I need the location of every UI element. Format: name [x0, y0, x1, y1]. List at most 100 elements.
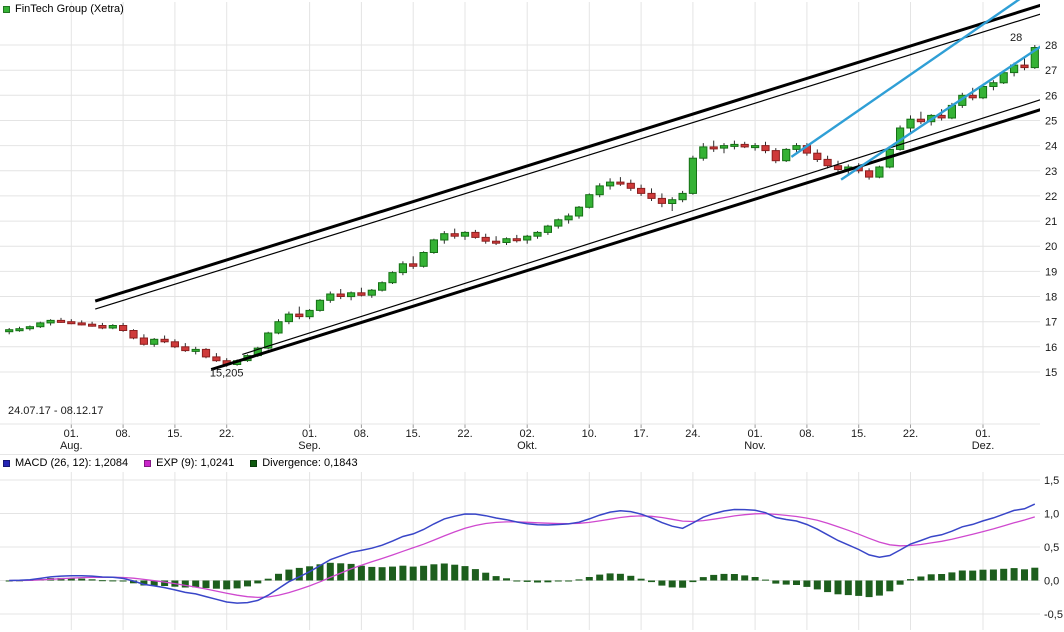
candle [67, 319, 76, 325]
candle [98, 322, 107, 330]
divergence-bar [399, 565, 407, 581]
candle [15, 326, 24, 332]
svg-text:15.: 15. [167, 428, 182, 440]
divergence-bar [420, 565, 428, 581]
candle [554, 218, 563, 229]
candle [678, 190, 687, 203]
candle [36, 321, 45, 328]
channel-upper-thin [95, 13, 1040, 310]
candle [191, 346, 200, 355]
divergence-bar [440, 563, 448, 581]
divergence-bar [150, 580, 158, 586]
divergence-bar [606, 573, 614, 581]
divergence-bar [948, 572, 956, 581]
svg-text:26: 26 [1045, 90, 1057, 102]
candle [978, 85, 988, 100]
channel-upper-thick [94, 3, 1040, 303]
candle [533, 231, 542, 239]
divergence-bar [772, 580, 780, 584]
divergence-bar [855, 580, 863, 596]
divergence-bar [648, 580, 655, 583]
chart-title: FinTech Group (Xetra) [15, 3, 124, 15]
candle [409, 256, 418, 269]
candle [388, 271, 397, 284]
divergence-bar [844, 580, 852, 596]
divergence-bar [907, 579, 914, 581]
divergence-bar [1021, 569, 1028, 581]
divergence-bar [741, 575, 749, 581]
candle [865, 168, 874, 180]
svg-text:20: 20 [1045, 241, 1057, 253]
divergence-bar [285, 569, 293, 581]
candle [129, 329, 138, 340]
svg-text:01.: 01. [747, 428, 762, 440]
svg-text:23: 23 [1045, 166, 1057, 178]
divergence-bar [244, 580, 251, 587]
candle [730, 140, 739, 150]
candle [471, 229, 480, 239]
high-annotation: 28 [1010, 32, 1022, 44]
candle [150, 338, 159, 347]
divergence-bar [482, 572, 490, 581]
exp-legend-item: EXP (9): 1,0241 [144, 457, 234, 469]
candle [46, 319, 55, 326]
svg-text:02.: 02. [520, 428, 535, 440]
divergence-bar [523, 580, 531, 582]
divergence-bar [409, 566, 417, 581]
candle [274, 319, 283, 335]
divergence-bar [969, 570, 977, 581]
candle [719, 143, 729, 154]
divergence-bar [865, 580, 873, 598]
divergence-bar [275, 573, 282, 581]
divergence-bar [585, 577, 593, 581]
svg-text:1,0: 1,0 [1044, 509, 1059, 521]
svg-text:08.: 08. [115, 428, 130, 440]
exp-value-label: EXP (9): 1,0241 [156, 457, 235, 469]
date-grid [0, 2, 1040, 428]
candle [916, 111, 925, 125]
panel-separator [0, 454, 1064, 455]
svg-text:17.: 17. [633, 428, 648, 440]
divergence-swatch-icon [250, 459, 258, 467]
divergence-legend-item: Divergence: 0,1843 [250, 457, 358, 469]
candle [564, 213, 573, 224]
trend-blue-lower [840, 45, 1040, 181]
svg-text:0,0: 0,0 [1044, 576, 1059, 588]
candle [616, 177, 625, 186]
divergence-bar [710, 574, 718, 581]
svg-text:19: 19 [1045, 266, 1057, 278]
divergence-bar [192, 580, 200, 588]
divergence-bar [751, 577, 759, 581]
candle [419, 251, 428, 268]
divergence-bar [430, 564, 438, 581]
divergence-bar [119, 580, 127, 582]
macd-chart[interactable]: 1,5 1,0 0,5 0,0 -0,5 [0, 472, 1064, 632]
svg-text:27: 27 [1045, 65, 1057, 77]
divergence-bar [492, 576, 500, 581]
divergence-bar [782, 580, 790, 585]
divergence-bar [130, 580, 137, 584]
svg-text:01.: 01. [975, 428, 990, 440]
candle [699, 143, 708, 161]
macd-legend: MACD (26, 12): 1,2084 EXP (9): 1,0241 Di… [3, 457, 358, 469]
candle [367, 289, 376, 298]
divergence-bar [762, 579, 769, 581]
candle [813, 149, 822, 162]
divergence-histogram [5, 562, 1039, 598]
divergence-bar [938, 574, 946, 581]
candle [284, 311, 293, 325]
candle [585, 193, 594, 209]
svg-text:15: 15 [1045, 367, 1057, 379]
divergence-value-label: Divergence: 0,1843 [262, 457, 358, 469]
svg-text:24.: 24. [685, 428, 700, 440]
candle [502, 237, 511, 245]
svg-text:Sep.: Sep. [298, 440, 321, 452]
divergence-bar [730, 574, 738, 581]
divergence-bar [67, 578, 75, 581]
candle [906, 115, 915, 133]
candle [378, 281, 387, 292]
divergence-bar [337, 563, 345, 581]
macd-grid [0, 472, 1040, 630]
